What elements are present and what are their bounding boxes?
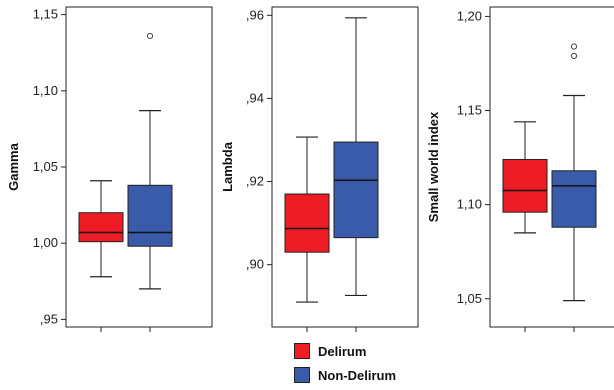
y-tick-label: 1,10 (457, 197, 482, 212)
legend-swatch (294, 343, 310, 359)
y-tick-label: ,90 (246, 257, 264, 272)
y-tick-label: ,94 (246, 90, 264, 105)
y-tick-label: 1,15 (33, 7, 58, 22)
plot-frame (271, 6, 419, 328)
box-delirum (284, 193, 330, 253)
box-non-delirum (333, 141, 379, 239)
y-tick-label: ,92 (246, 174, 264, 189)
y-tick-label: ,95 (40, 311, 58, 326)
box-plot-figure: Gamma 1,15 1,10 1,05 1,00 ,95 Lambda ,96 ,94,… (6, 6, 614, 332)
box-delirum (502, 158, 548, 213)
y-tick-label: 1,10 (33, 83, 58, 98)
panel-small-world-index: Small world index 1,20 1,15 1,10 1,05 (426, 6, 614, 332)
plot-frame (65, 6, 213, 328)
y-tick-label: 1,05 (457, 291, 482, 306)
legend-item-non-delirum: Non-Delirum (294, 366, 396, 384)
legend-item-delirum: Delirum (294, 342, 396, 360)
outlier-point (570, 43, 578, 50)
outlier-point (570, 52, 578, 60)
box-non-delirum (551, 170, 597, 228)
y-tick-label: ,96 (246, 7, 264, 22)
panel-lambda: Lambda ,96 ,94 ,92 ,90 (220, 6, 419, 332)
y-tick-label: 1,15 (457, 103, 482, 118)
y-axis-label: Gamma (6, 142, 21, 190)
y-tick-label: 1,20 (457, 8, 482, 23)
legend-label: Delirum (318, 343, 367, 359)
panel-gamma: Gamma 1,15 1,10 1,05 1,00 ,95 (6, 6, 213, 332)
box-non-delirum (127, 184, 173, 247)
box-delirum (78, 212, 124, 243)
plot-frame (489, 6, 614, 328)
y-tick-label: 1,00 (33, 235, 58, 250)
y-axis-label: Small world index (426, 111, 441, 222)
outlier-point (146, 32, 154, 40)
y-tick-label: 1,05 (33, 159, 58, 174)
legend: Delirum Non-Delirum (294, 342, 396, 390)
legend-swatch (294, 367, 310, 383)
y-axis-label: Lambda (220, 141, 235, 192)
legend-label: Non-Delirum (318, 367, 396, 383)
